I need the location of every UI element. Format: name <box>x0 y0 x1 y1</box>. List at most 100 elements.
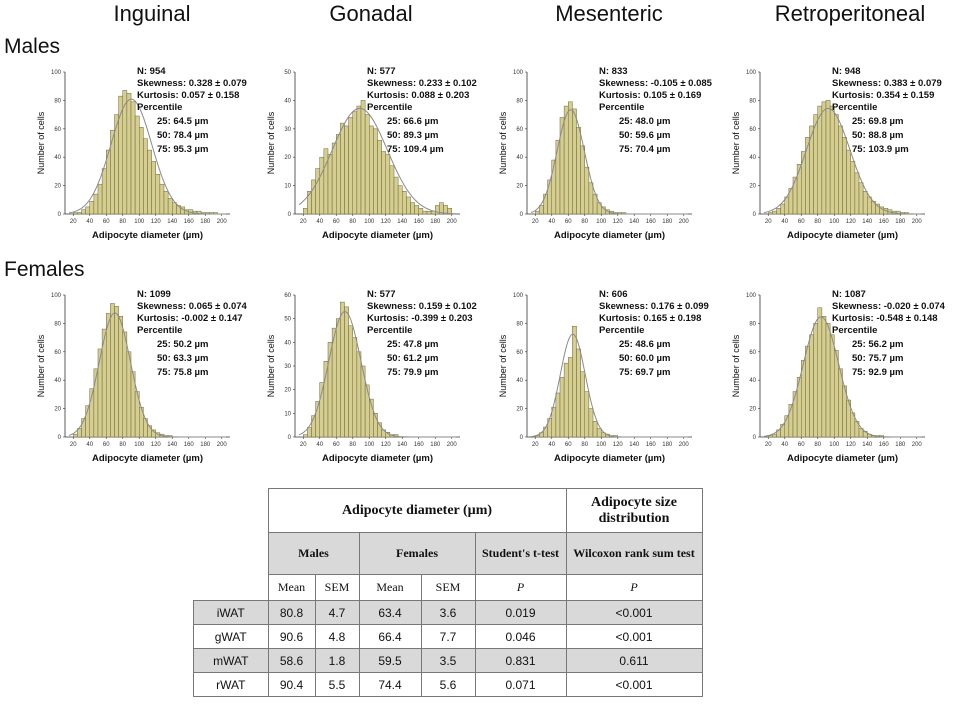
header-p-wilcoxon: P <box>565 574 703 601</box>
y-tick-label: 80 <box>516 321 523 327</box>
x-tick-label: 180 <box>662 442 673 448</box>
x-tick-label: 100 <box>134 219 145 225</box>
x-tick-label: 40 <box>781 219 788 225</box>
histogram-bar <box>563 362 569 438</box>
histogram-bar <box>348 117 353 215</box>
histogram-bar <box>356 351 362 438</box>
normal-curve <box>530 109 688 215</box>
y-tick-label: 100 <box>51 293 62 299</box>
histogram-bar <box>307 427 312 438</box>
x-tick-label: 40 <box>781 442 788 448</box>
histogram-bar <box>813 323 818 438</box>
y-tick-label: 30 <box>284 364 291 370</box>
histogram-bar <box>377 139 382 215</box>
x-tick-label: 120 <box>846 442 857 448</box>
x-tick-label: 40 <box>548 442 555 448</box>
x-tick-label: 60 <box>565 442 572 448</box>
x-tick-label: 100 <box>829 442 840 448</box>
histogram-females-inguinal: 0 20 40 60 80 100 20 40 60 80 100 120 140 160 180 200 Nu… <box>36 289 248 464</box>
stat-skewness: Skewness: -0.020 ± 0.074 <box>832 301 946 312</box>
male-mean: 90.4 <box>267 672 316 697</box>
stat-skewness: Skewness: -0.105 ± 0.085 <box>599 78 713 89</box>
y-tick-label: 40 <box>54 155 61 161</box>
y-axis-label: Number of cells <box>731 111 741 174</box>
table-row: iWAT 80.8 4.7 63.4 3.6 0.019 <0.001 <box>193 600 703 625</box>
histogram-males-retroperitoneal: 0 20 40 60 80 100 20 40 60 80 100 120 140 160 180 200 Nu… <box>731 66 942 241</box>
x-tick-label: 60 <box>798 219 805 225</box>
histogram-bar <box>344 306 349 438</box>
histogram-bar <box>867 196 872 215</box>
x-tick-label: 40 <box>548 219 555 225</box>
row-title-males: Males <box>4 35 60 58</box>
y-tick-label: 0 <box>288 212 292 218</box>
female-mean: 66.4 <box>358 624 422 649</box>
histogram-bar <box>369 125 374 215</box>
histogram-bar <box>551 159 557 215</box>
histogram-bar <box>821 101 827 215</box>
y-axis-label: Number of cells <box>731 334 741 397</box>
histogram-bar <box>414 205 419 215</box>
x-tick-label: 160 <box>646 442 657 448</box>
stat-percentile-label: Percentile <box>137 102 182 113</box>
histogram-bar <box>110 303 115 438</box>
y-tick-label: 60 <box>516 350 523 356</box>
p-ttest: 0.831 <box>474 648 567 673</box>
male-mean: 80.8 <box>267 600 316 625</box>
p-wilcoxon: <0.001 <box>565 600 703 625</box>
x-tick-label: 180 <box>430 442 441 448</box>
male-mean: 58.6 <box>267 648 316 673</box>
histogram-bar <box>559 117 565 215</box>
stat-p50: 50: 88.8 µm <box>852 130 903 141</box>
stat-n: N: 577 <box>367 66 396 77</box>
normal-curve <box>764 107 921 215</box>
x-tick-label: 180 <box>662 219 673 225</box>
x-tick-label: 120 <box>151 219 162 225</box>
y-axis-label: Number of cells <box>36 111 46 174</box>
histogram-bar <box>81 209 86 215</box>
y-axis-label: Number of cells <box>498 334 508 397</box>
histogram-bar <box>155 173 161 215</box>
y-tick-label: 0 <box>520 435 524 441</box>
y-tick-label: 40 <box>749 155 756 161</box>
histogram-bar <box>331 142 337 215</box>
x-tick-label: 140 <box>629 219 640 225</box>
y-tick-label: 40 <box>516 155 523 161</box>
x-tick-label: 160 <box>414 442 425 448</box>
histogram-females-mesenteric: 0 20 40 60 80 100 20 40 60 80 100 120 140 160 180 200 Nu… <box>498 289 709 464</box>
y-tick-label: 0 <box>753 435 757 441</box>
histogram-bar <box>315 168 320 215</box>
x-tick-label: 100 <box>829 219 840 225</box>
x-tick-label: 180 <box>895 219 906 225</box>
histogram-bar <box>588 182 594 215</box>
y-tick-label: 0 <box>58 212 62 218</box>
x-tick-label: 60 <box>103 219 110 225</box>
stat-p75: 75: 75.8 µm <box>157 367 208 378</box>
histogram-bar <box>563 105 569 215</box>
x-axis-label: Adipocyte diameter (µm) <box>787 453 898 464</box>
histogram-bar <box>768 212 773 215</box>
histogram-bar <box>838 368 843 438</box>
x-tick-label: 120 <box>381 219 392 225</box>
x-tick-label: 200 <box>679 442 690 448</box>
stat-kurtosis: Kurtosis: 0.165 ± 0.198 <box>599 313 701 324</box>
histogram-bar <box>580 145 585 215</box>
histogram-bar <box>555 139 561 215</box>
y-tick-label: 50 <box>284 317 291 323</box>
normal-curve <box>764 316 921 438</box>
histogram-bar <box>410 202 415 215</box>
y-tick-label: 20 <box>54 407 61 413</box>
x-axis-label: Adipocyte diameter (µm) <box>554 453 665 464</box>
histogram-bar <box>568 101 573 215</box>
histogram-bar <box>303 208 308 215</box>
x-tick-label: 60 <box>103 442 110 448</box>
histogram-bar <box>340 122 345 215</box>
y-tick-label: 10 <box>284 411 291 417</box>
histogram-bar <box>813 114 818 215</box>
y-tick-label: 100 <box>513 70 524 76</box>
y-tick-label: 60 <box>54 127 61 133</box>
stat-p50: 50: 59.6 µm <box>619 130 670 141</box>
stat-kurtosis: Kurtosis: -0.548 ± 0.148 <box>832 313 938 324</box>
histogram-bar <box>126 351 132 438</box>
female-mean: 63.4 <box>358 600 422 625</box>
stat-kurtosis: Kurtosis: 0.057 ± 0.158 <box>137 90 239 101</box>
